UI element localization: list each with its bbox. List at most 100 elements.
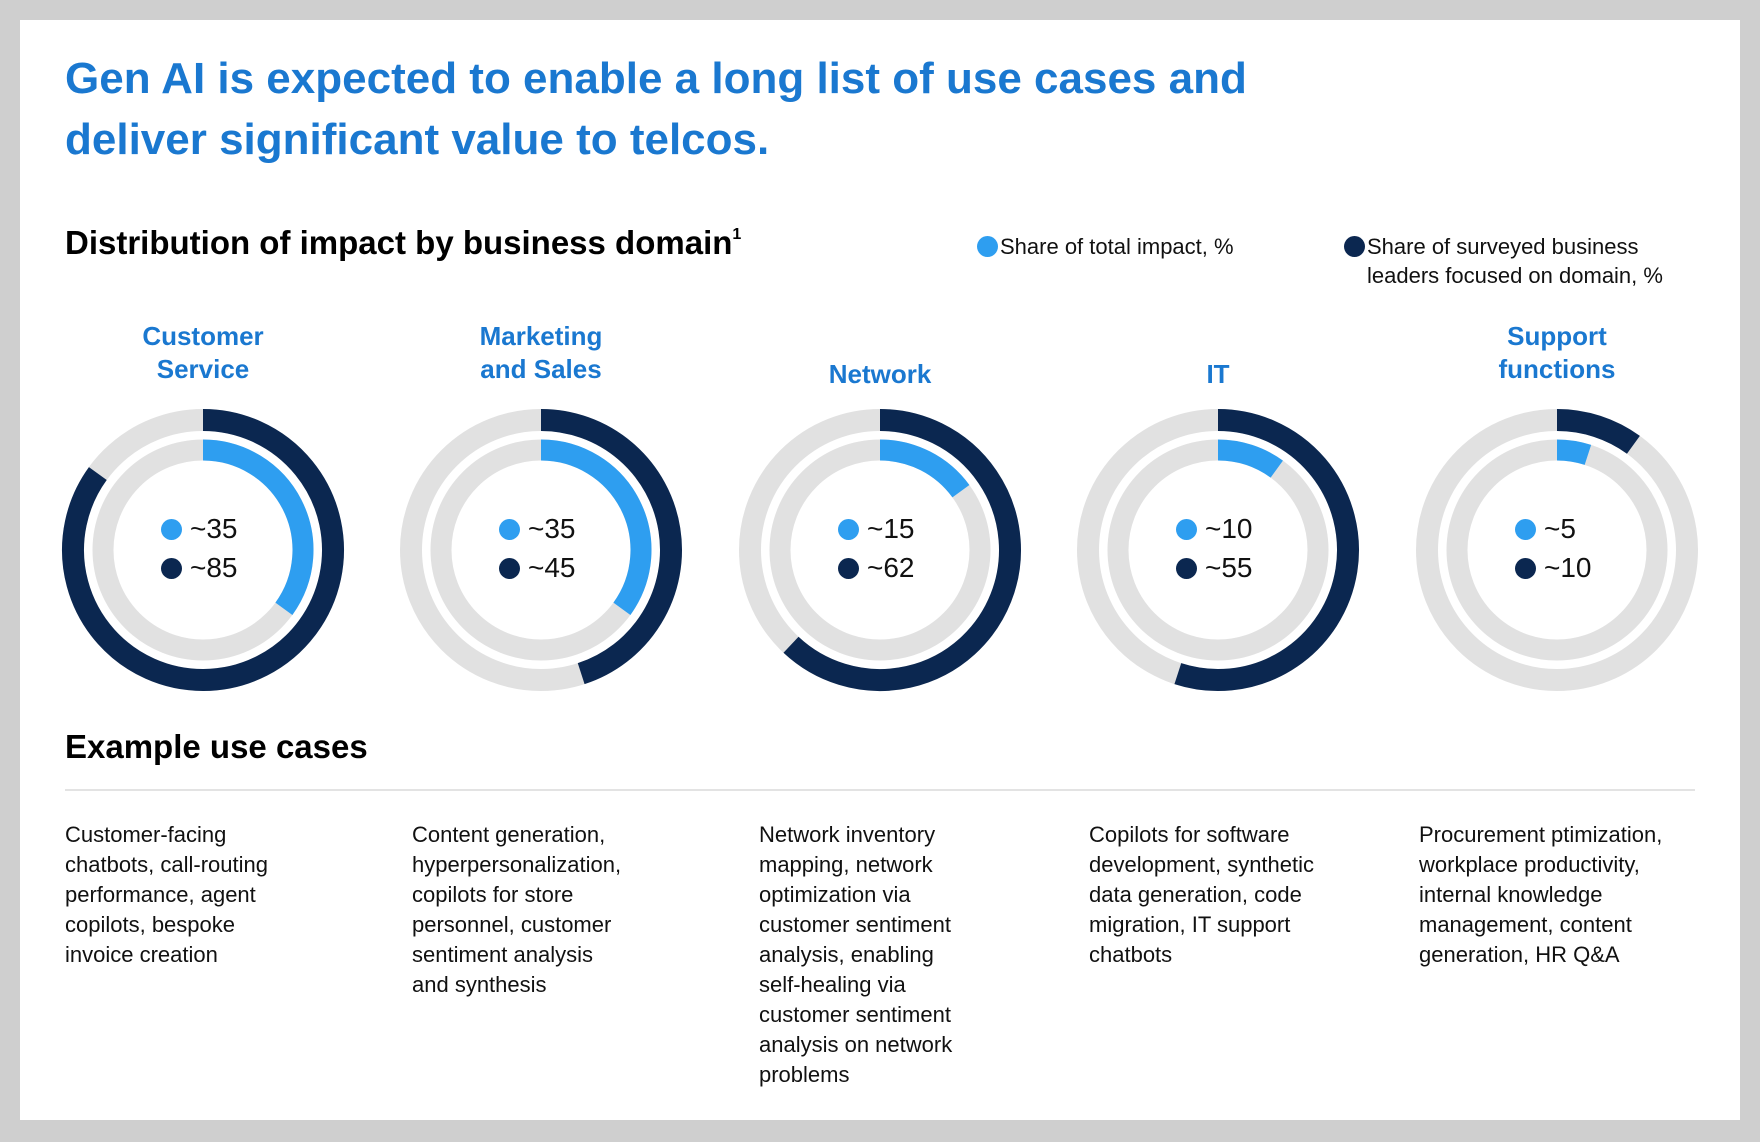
leaders-arc <box>540 409 682 685</box>
domain-label: Network <box>750 358 1010 391</box>
series-dot-icon <box>1176 519 1197 540</box>
use-case-line: management, content <box>1419 912 1632 937</box>
use-case-line: Content generation, <box>412 822 606 847</box>
domain-label: Support functions <box>1427 320 1687 386</box>
use-case-line: workplace productivity, <box>1419 852 1640 877</box>
examples-title: Example use cases <box>65 728 368 765</box>
impact-arc <box>1556 439 1592 465</box>
domain-label-line: and Sales <box>480 354 602 384</box>
domain-label-line: Marketing <box>479 321 603 351</box>
footnote-marker: 1 <box>732 226 742 243</box>
chart-title: Distribution of impact by business domai… <box>65 224 741 262</box>
series-dot-icon <box>161 519 182 540</box>
value-label: ~5 <box>1544 513 1576 544</box>
impact-arc <box>1217 439 1283 478</box>
use-case-line: Customer-facing <box>65 822 227 847</box>
use-case-line: development, synthetic <box>1089 852 1315 877</box>
legend-dot-leaders <box>1344 236 1365 257</box>
use-case-line: sentiment analysis <box>412 942 593 967</box>
impact-arc <box>540 439 652 615</box>
leaders-value: ~55 <box>1176 552 1253 584</box>
use-case-line: customer sentiment <box>759 912 951 937</box>
use-case-line: problems <box>759 1062 850 1087</box>
use-case-line: Procurement ptimization, <box>1419 822 1663 847</box>
use-case-line: copilots for store <box>412 882 574 907</box>
legend-impact: Share of total impact, % <box>977 232 1234 261</box>
domain-label: Customer Service <box>73 320 333 386</box>
legend-dot-impact <box>977 236 998 257</box>
use-case-line: Copilots for software <box>1089 822 1290 847</box>
title-line-1: Gen AI is expected to enable a long list… <box>65 54 1247 103</box>
use-case-line: migration, IT support <box>1089 912 1291 937</box>
use-case-line: invoice creation <box>65 942 218 967</box>
use-case-line: chatbots <box>1089 942 1173 967</box>
value-label: ~45 <box>528 552 576 583</box>
use-case-line: mapping, network <box>759 852 933 877</box>
domain-label: Marketing and Sales <box>411 320 671 386</box>
leaders-arc <box>1174 409 1359 691</box>
donut-3 <box>1077 409 1359 691</box>
leaders-value: ~10 <box>1515 552 1592 584</box>
donut-2 <box>739 409 1021 691</box>
series-dot-icon <box>838 558 859 579</box>
use-case-column: Network inventory mapping, network optimiz… <box>759 820 1059 1090</box>
series-dot-icon <box>838 519 859 540</box>
donut-0 <box>62 409 344 691</box>
value-label: ~35 <box>528 513 576 544</box>
leaders-arc <box>1556 409 1640 454</box>
leaders-value: ~85 <box>161 552 238 584</box>
donut-1 <box>400 409 682 691</box>
impact-value: ~15 <box>838 513 915 545</box>
value-label: ~10 <box>1544 552 1592 583</box>
domain-label-line: functions <box>1498 354 1616 384</box>
use-case-line: data generation, code <box>1089 882 1302 907</box>
series-dot-icon <box>499 519 520 540</box>
domain-label-line: IT <box>1206 359 1230 389</box>
use-case-line: personnel, customer <box>412 912 612 937</box>
series-dot-icon <box>499 558 520 579</box>
value-label: ~55 <box>1205 552 1253 583</box>
series-dot-icon <box>161 558 182 579</box>
use-case-line: and synthesis <box>412 972 547 997</box>
title-line-2: deliver significant value to telcos. <box>65 115 770 164</box>
inner-track <box>1446 439 1668 661</box>
use-case-line: generation, HR Q&A <box>1419 942 1620 967</box>
series-dot-icon <box>1176 558 1197 579</box>
legend-label-leaders: Share of surveyed business leaders focus… <box>1367 234 1663 288</box>
legend-leaders: Share of surveyed business leaders focus… <box>1344 232 1707 290</box>
value-label: ~85 <box>190 552 238 583</box>
series-dot-icon <box>1515 519 1536 540</box>
value-label: ~10 <box>1205 513 1253 544</box>
value-label: ~35 <box>190 513 238 544</box>
series-dot-icon <box>1515 558 1536 579</box>
use-case-line: Network inventory <box>759 822 936 847</box>
impact-value: ~35 <box>161 513 238 545</box>
leaders-value: ~45 <box>499 552 576 584</box>
value-label: ~15 <box>867 513 915 544</box>
impact-value: ~5 <box>1515 513 1576 545</box>
leaders-value: ~62 <box>838 552 915 584</box>
use-case-line: analysis, enabling <box>759 942 934 967</box>
impact-value: ~10 <box>1176 513 1253 545</box>
domain-label: IT <box>1088 358 1348 391</box>
leaders-arc <box>62 409 344 691</box>
use-case-line: chatbots, call-routing <box>65 852 268 877</box>
donut-4 <box>1416 409 1698 691</box>
domain-label-line: Support <box>1507 321 1607 351</box>
domain-label-line: Customer <box>142 321 264 351</box>
impact-arc <box>879 439 970 498</box>
use-case-line: internal knowledge <box>1419 882 1603 907</box>
use-case-line: customer sentiment <box>759 1002 951 1027</box>
use-case-line: self-healing via <box>759 972 906 997</box>
use-case-column: Procurement ptimization, workplace produc… <box>1419 820 1719 970</box>
impact-value: ~35 <box>499 513 576 545</box>
impact-arc <box>202 439 314 615</box>
value-label: ~62 <box>867 552 915 583</box>
use-case-line: optimization via <box>759 882 911 907</box>
divider <box>65 789 1695 791</box>
domain-label-line: Service <box>156 354 250 384</box>
legend-label-impact: Share of total impact, % <box>1000 234 1234 259</box>
use-case-column: Customer-facing chatbots, call-routing per… <box>65 820 365 970</box>
use-case-line: analysis on network <box>759 1032 953 1057</box>
